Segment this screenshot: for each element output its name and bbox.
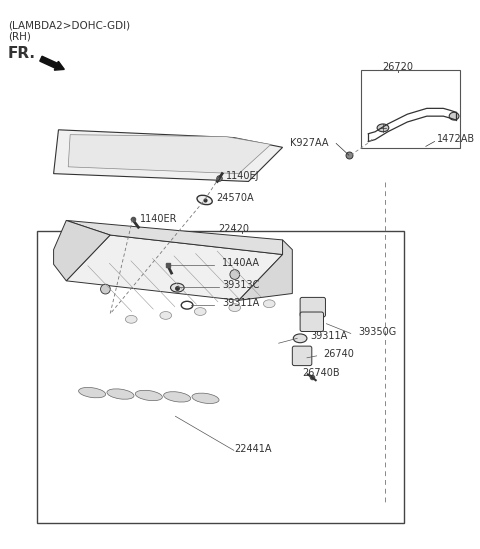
Ellipse shape bbox=[192, 393, 219, 404]
Text: 39311A: 39311A bbox=[310, 332, 347, 341]
Polygon shape bbox=[54, 220, 110, 281]
Text: (RH): (RH) bbox=[8, 31, 31, 41]
FancyBboxPatch shape bbox=[292, 346, 312, 366]
Text: 1140EJ: 1140EJ bbox=[226, 171, 260, 181]
Ellipse shape bbox=[79, 388, 106, 398]
Polygon shape bbox=[239, 240, 292, 300]
Text: K927AA: K927AA bbox=[290, 138, 329, 148]
Ellipse shape bbox=[197, 195, 212, 205]
Polygon shape bbox=[54, 130, 283, 181]
Polygon shape bbox=[68, 135, 271, 173]
Ellipse shape bbox=[264, 300, 275, 307]
Text: 26720: 26720 bbox=[382, 63, 413, 72]
Ellipse shape bbox=[449, 112, 459, 120]
Text: FR.: FR. bbox=[8, 46, 36, 61]
Ellipse shape bbox=[160, 311, 171, 320]
Text: 22441A: 22441A bbox=[234, 444, 271, 455]
Bar bbox=[37, 231, 404, 523]
Ellipse shape bbox=[107, 389, 134, 399]
Ellipse shape bbox=[377, 124, 389, 132]
Text: 39311A: 39311A bbox=[222, 298, 259, 308]
Text: 26740B: 26740B bbox=[302, 368, 340, 378]
Ellipse shape bbox=[229, 304, 240, 311]
FancyBboxPatch shape bbox=[300, 298, 325, 317]
FancyArrow shape bbox=[40, 56, 64, 70]
Polygon shape bbox=[66, 235, 283, 300]
Ellipse shape bbox=[135, 390, 162, 401]
Ellipse shape bbox=[194, 307, 206, 316]
Text: 39313C: 39313C bbox=[222, 280, 260, 290]
Ellipse shape bbox=[125, 316, 137, 323]
Text: 1140AA: 1140AA bbox=[222, 258, 260, 268]
Polygon shape bbox=[66, 220, 283, 255]
Text: 26740: 26740 bbox=[324, 349, 354, 359]
Text: (LAMBDA2>DOHC-GDI): (LAMBDA2>DOHC-GDI) bbox=[8, 21, 130, 31]
Ellipse shape bbox=[170, 283, 184, 292]
Ellipse shape bbox=[164, 391, 191, 402]
Circle shape bbox=[230, 270, 240, 279]
Bar bbox=[360, 70, 460, 148]
Text: 39350G: 39350G bbox=[359, 327, 397, 337]
FancyBboxPatch shape bbox=[300, 312, 324, 332]
Circle shape bbox=[100, 284, 110, 294]
Text: 22420: 22420 bbox=[218, 224, 249, 234]
Text: 1140ER: 1140ER bbox=[140, 215, 178, 225]
Text: 24570A: 24570A bbox=[216, 193, 254, 203]
Ellipse shape bbox=[293, 334, 307, 343]
Text: 1472AB: 1472AB bbox=[436, 133, 475, 144]
